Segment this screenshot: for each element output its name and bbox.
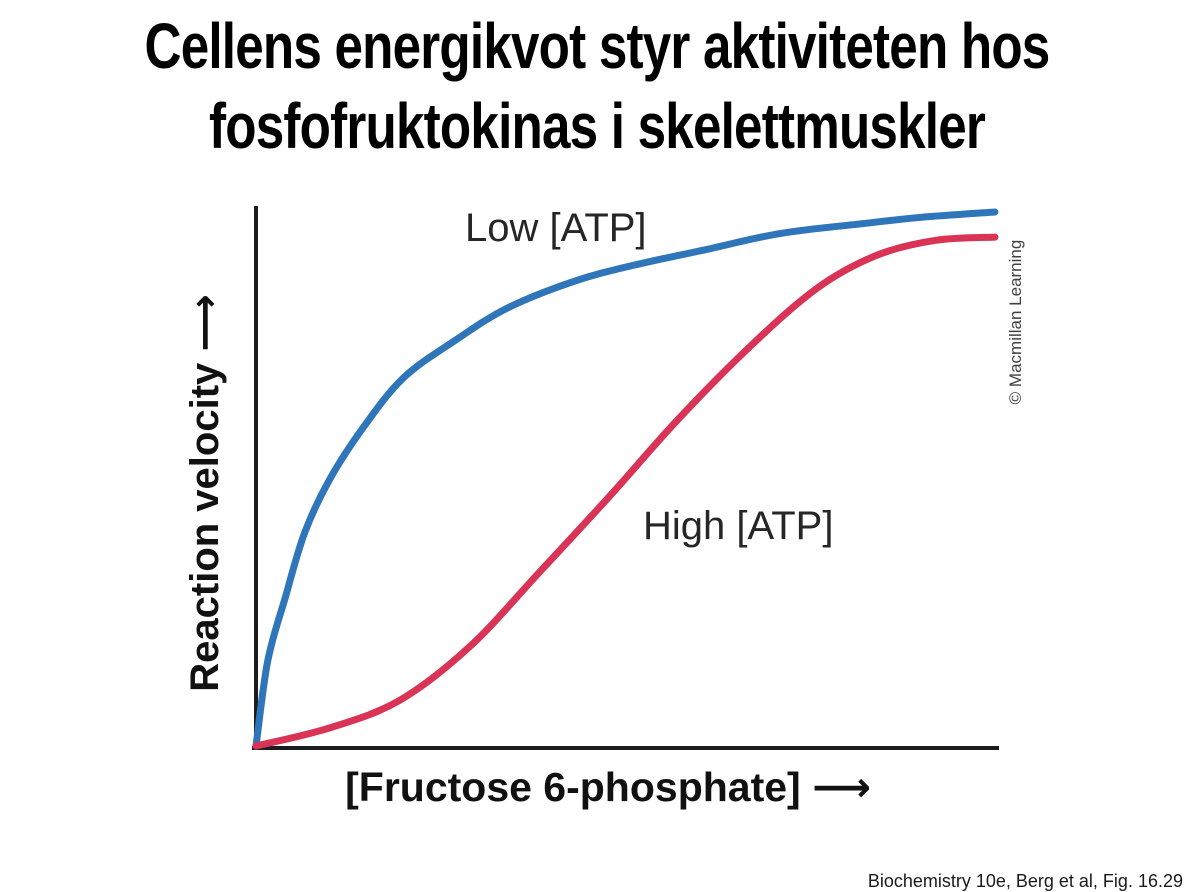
x-axis-label: [Fructose 6-phosphate] ⟶ [345,764,871,810]
slide-title: Cellens energikvot styr aktiviteten hos … [119,6,1074,166]
figure-citation: Biochemistry 10e, Berg et al, Fig. 16.29 [867,871,1183,891]
title-line-2: fosfofruktokinas i skelettmuskler [209,90,986,162]
low-atp-curve [252,208,999,750]
macmillan-credit: © Macmillan Learning [1006,239,1025,405]
title-line-1: Cellens energikvot styr aktiviteten hos [144,10,1051,82]
y-axis-label: Reaction velocity ⟶ [183,294,227,692]
high-atp-curve-label: High [ATP] [643,504,834,548]
high-atp-curve [252,233,999,750]
low-atp-curve-label: Low [ATP] [465,206,647,250]
